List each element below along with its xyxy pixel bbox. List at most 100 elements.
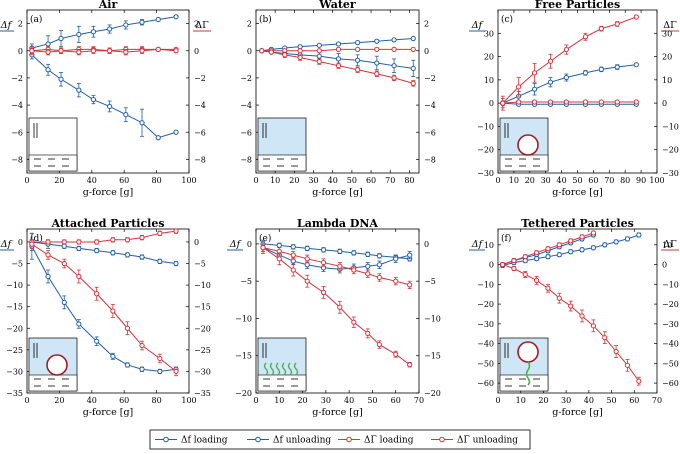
series-line xyxy=(31,246,177,372)
y2-tick-label: −25 xyxy=(194,346,211,355)
y-tick-label: −20 xyxy=(235,389,252,398)
series-line xyxy=(261,50,414,84)
data-point xyxy=(579,313,585,319)
data-point xyxy=(374,38,380,44)
data-point xyxy=(545,285,551,291)
y-tick-label: −30 xyxy=(477,320,494,329)
y-tick-label: −5 xyxy=(11,260,23,269)
inset-sketch xyxy=(257,337,307,392)
dna-strand-icon xyxy=(281,362,287,376)
y-tick-label: 20 xyxy=(484,53,494,62)
data-point xyxy=(173,129,179,135)
panel-label: (d) xyxy=(30,233,43,244)
y2-tick-label: −30 xyxy=(662,320,679,329)
data-point xyxy=(410,46,416,52)
y-tick-label: −40 xyxy=(477,340,494,349)
data-point xyxy=(297,48,303,54)
data-point xyxy=(391,75,397,81)
data-point xyxy=(568,238,574,244)
data-point xyxy=(534,256,540,262)
data-point xyxy=(139,235,145,241)
data-point xyxy=(355,46,361,52)
x-tick-label: 40 xyxy=(87,396,97,405)
data-point xyxy=(290,267,296,273)
x-tick-label: 0 xyxy=(495,176,500,185)
y-axis-label-left: Δf xyxy=(0,239,13,250)
data-point xyxy=(582,99,589,105)
data-point xyxy=(579,234,585,240)
legend-label: ΔΓ unloading xyxy=(457,436,518,446)
y-tick-label: 30 xyxy=(484,29,494,38)
data-point xyxy=(563,99,569,105)
y-tick-label: −50 xyxy=(477,359,494,368)
data-point xyxy=(563,74,569,81)
x-tick-label: 0 xyxy=(24,176,29,185)
x-tick-label: 40 xyxy=(328,176,338,185)
particle-icon xyxy=(517,341,539,363)
y2-tick-label: 2 xyxy=(194,20,199,29)
data-point xyxy=(355,40,361,46)
data-point xyxy=(173,368,179,375)
y-tick-label: 10 xyxy=(484,241,494,250)
data-point xyxy=(107,48,113,54)
data-point xyxy=(94,239,100,245)
data-point xyxy=(355,57,361,63)
y2-tick-label: −8 xyxy=(424,155,436,164)
panel-label: (c) xyxy=(501,14,513,25)
y2-tick-label: −20 xyxy=(424,389,441,398)
data-point xyxy=(355,67,361,73)
data-point xyxy=(173,14,179,20)
legend-marker xyxy=(163,436,169,443)
legend-marker xyxy=(255,436,261,443)
y2-tick-label: −6 xyxy=(194,128,206,137)
y2-tick-label: 0 xyxy=(194,238,199,247)
x-tick-label: 80 xyxy=(620,176,630,185)
y-tick-label: −8 xyxy=(11,155,23,164)
series-3 xyxy=(500,14,639,111)
x-tick-label: 20 xyxy=(525,176,535,185)
y2-tick-label: −30 xyxy=(662,169,679,178)
y-tick-label: 2 xyxy=(18,20,23,29)
y2-tick-label: −40 xyxy=(662,340,679,349)
data-point xyxy=(410,65,416,72)
y2-tick-label: −20 xyxy=(194,324,211,333)
data-point xyxy=(335,63,342,69)
panels: Air(a)g-force [g]Δf ΔΓ0 20 40 60 80 100−8−6−4−… xyxy=(0,0,679,418)
y2-tick-label: 0 xyxy=(194,47,199,56)
data-point xyxy=(351,319,357,325)
data-point xyxy=(337,263,343,269)
data-point xyxy=(613,239,619,245)
data-point xyxy=(61,239,67,245)
inset-sketch xyxy=(28,117,78,172)
data-point xyxy=(624,362,631,368)
x-tick-label: 50 xyxy=(572,176,582,185)
y2-tick-label: −20 xyxy=(662,146,679,155)
data-point xyxy=(157,355,163,362)
x-axis-label: g-force [g] xyxy=(312,187,363,198)
y-tick-label: −35 xyxy=(6,389,23,398)
y-tick-label: −6 xyxy=(240,128,252,137)
data-point xyxy=(45,49,51,55)
series-line xyxy=(261,50,414,69)
data-point xyxy=(107,103,113,110)
data-point xyxy=(110,250,116,256)
data-point xyxy=(500,100,506,106)
data-point xyxy=(304,256,310,262)
data-point xyxy=(531,70,538,76)
substrate-base xyxy=(28,154,78,172)
data-point xyxy=(290,252,296,258)
data-point xyxy=(316,48,322,54)
data-point xyxy=(410,35,416,42)
y2-tick-label: −4 xyxy=(424,101,436,110)
data-point xyxy=(598,99,604,105)
data-point xyxy=(547,99,554,105)
data-point xyxy=(155,46,161,52)
data-point xyxy=(582,70,589,76)
substrate-base xyxy=(257,374,307,392)
data-point xyxy=(173,48,179,54)
y2-tick-label: −5 xyxy=(424,277,436,286)
y-tick-label: −8 xyxy=(240,155,252,164)
x-tick-label: 60 xyxy=(119,396,129,405)
data-point xyxy=(304,278,310,284)
panel-title: Tethered Particles xyxy=(521,217,634,230)
